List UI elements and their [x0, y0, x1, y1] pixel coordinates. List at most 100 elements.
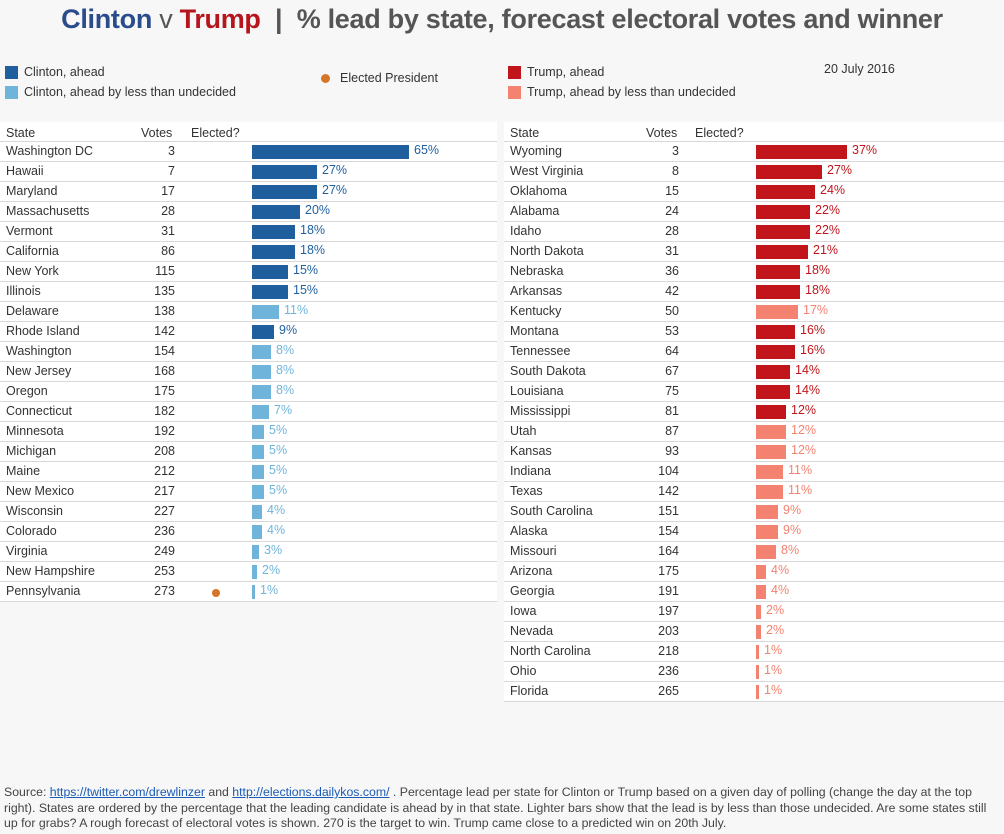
lead-bar[interactable] [252, 445, 264, 459]
table-row[interactable]: Montana 53 16% [504, 322, 1004, 342]
lead-bar[interactable] [252, 145, 409, 159]
lead-bar[interactable] [756, 305, 798, 319]
lead-bar[interactable] [756, 285, 800, 299]
table-row[interactable]: New Mexico 217 5% [0, 482, 497, 502]
table-row[interactable]: Illinois 135 15% [0, 282, 497, 302]
table-row[interactable]: Delaware 138 11% [0, 302, 497, 322]
date-selector[interactable]: 20 July 2016 [824, 62, 895, 76]
lead-bar[interactable] [756, 525, 778, 539]
table-row[interactable]: Rhode Island 142 9% [0, 322, 497, 342]
lead-bar[interactable] [252, 285, 288, 299]
lead-bar[interactable] [252, 265, 288, 279]
table-row[interactable]: Arkansas 42 18% [504, 282, 1004, 302]
table-row[interactable]: Virginia 249 3% [0, 542, 497, 562]
lead-bar[interactable] [756, 425, 786, 439]
lead-bar[interactable] [252, 345, 271, 359]
table-row[interactable]: Hawaii 7 27% [0, 162, 497, 182]
table-row[interactable]: Kentucky 50 17% [504, 302, 1004, 322]
lead-bar[interactable] [756, 685, 759, 699]
table-row[interactable]: Washington DC 3 65% [0, 142, 497, 162]
table-row[interactable]: Maine 212 5% [0, 462, 497, 482]
table-row[interactable]: Georgia 191 4% [504, 582, 1004, 602]
table-row[interactable]: Tennessee 64 16% [504, 342, 1004, 362]
table-row[interactable]: Oklahoma 15 24% [504, 182, 1004, 202]
lead-bar[interactable] [756, 245, 808, 259]
table-row[interactable]: Oregon 175 8% [0, 382, 497, 402]
table-row[interactable]: Nebraska 36 18% [504, 262, 1004, 282]
lead-bar[interactable] [252, 585, 255, 599]
lead-bar[interactable] [252, 525, 262, 539]
lead-bar[interactable] [756, 205, 810, 219]
lead-bar[interactable] [756, 605, 761, 619]
lead-bar[interactable] [252, 565, 257, 579]
table-row[interactable]: Michigan 208 5% [0, 442, 497, 462]
table-row[interactable]: South Carolina 151 9% [504, 502, 1004, 522]
lead-bar[interactable] [756, 505, 778, 519]
table-row[interactable]: Indiana 104 11% [504, 462, 1004, 482]
lead-bar[interactable] [756, 365, 790, 379]
lead-bar[interactable] [252, 165, 317, 179]
table-row[interactable]: North Carolina 218 1% [504, 642, 1004, 662]
table-row[interactable]: Vermont 31 18% [0, 222, 497, 242]
table-row[interactable]: South Dakota 67 14% [504, 362, 1004, 382]
lead-bar[interactable] [756, 485, 783, 499]
table-row[interactable]: Wisconsin 227 4% [0, 502, 497, 522]
table-row[interactable]: New Jersey 168 8% [0, 362, 497, 382]
table-row[interactable]: Nevada 203 2% [504, 622, 1004, 642]
lead-bar[interactable] [756, 385, 790, 399]
table-row[interactable]: Minnesota 192 5% [0, 422, 497, 442]
lead-bar[interactable] [756, 665, 759, 679]
lead-bar[interactable] [252, 545, 259, 559]
table-row[interactable]: Florida 265 1% [504, 682, 1004, 702]
table-row[interactable]: New York 115 15% [0, 262, 497, 282]
lead-bar[interactable] [756, 405, 786, 419]
lead-bar[interactable] [252, 405, 269, 419]
table-row[interactable]: Maryland 17 27% [0, 182, 497, 202]
table-row[interactable]: Wyoming 3 37% [504, 142, 1004, 162]
table-row[interactable]: Ohio 236 1% [504, 662, 1004, 682]
lead-bar[interactable] [756, 565, 766, 579]
lead-bar[interactable] [252, 385, 271, 399]
lead-bar[interactable] [756, 625, 761, 639]
table-row[interactable]: Colorado 236 4% [0, 522, 497, 542]
lead-bar[interactable] [756, 165, 822, 179]
table-row[interactable]: Alaska 154 9% [504, 522, 1004, 542]
lead-bar[interactable] [756, 465, 783, 479]
table-row[interactable]: Missouri 164 8% [504, 542, 1004, 562]
table-row[interactable]: Pennsylvania 273 1% [0, 582, 497, 602]
table-row[interactable]: Alabama 24 22% [504, 202, 1004, 222]
lead-bar[interactable] [252, 185, 317, 199]
table-row[interactable]: Kansas 93 12% [504, 442, 1004, 462]
table-row[interactable]: New Hampshire 253 2% [0, 562, 497, 582]
lead-bar[interactable] [252, 245, 295, 259]
table-row[interactable]: Arizona 175 4% [504, 562, 1004, 582]
table-row[interactable]: Washington 154 8% [0, 342, 497, 362]
table-row[interactable]: Mississippi 81 12% [504, 402, 1004, 422]
lead-bar[interactable] [756, 345, 795, 359]
lead-bar[interactable] [252, 365, 271, 379]
table-row[interactable]: Massachusetts 28 20% [0, 202, 497, 222]
lead-bar[interactable] [252, 205, 300, 219]
table-row[interactable]: North Dakota 31 21% [504, 242, 1004, 262]
source-link-twitter[interactable]: https://twitter.com/drewlinzer [49, 785, 205, 799]
lead-bar[interactable] [252, 485, 264, 499]
lead-bar[interactable] [252, 325, 274, 339]
lead-bar[interactable] [756, 645, 759, 659]
lead-bar[interactable] [756, 325, 795, 339]
lead-bar[interactable] [756, 445, 786, 459]
lead-bar[interactable] [756, 225, 810, 239]
table-row[interactable]: California 86 18% [0, 242, 497, 262]
lead-bar[interactable] [756, 185, 815, 199]
lead-bar[interactable] [756, 585, 766, 599]
lead-bar[interactable] [252, 305, 279, 319]
lead-bar[interactable] [756, 145, 847, 159]
table-row[interactable]: Texas 142 11% [504, 482, 1004, 502]
lead-bar[interactable] [252, 225, 295, 239]
lead-bar[interactable] [756, 265, 800, 279]
lead-bar[interactable] [252, 465, 264, 479]
table-row[interactable]: Idaho 28 22% [504, 222, 1004, 242]
lead-bar[interactable] [756, 545, 776, 559]
source-link-dailykos[interactable]: http://elections.dailykos.com/ [232, 785, 390, 799]
lead-bar[interactable] [252, 505, 262, 519]
table-row[interactable]: Louisiana 75 14% [504, 382, 1004, 402]
